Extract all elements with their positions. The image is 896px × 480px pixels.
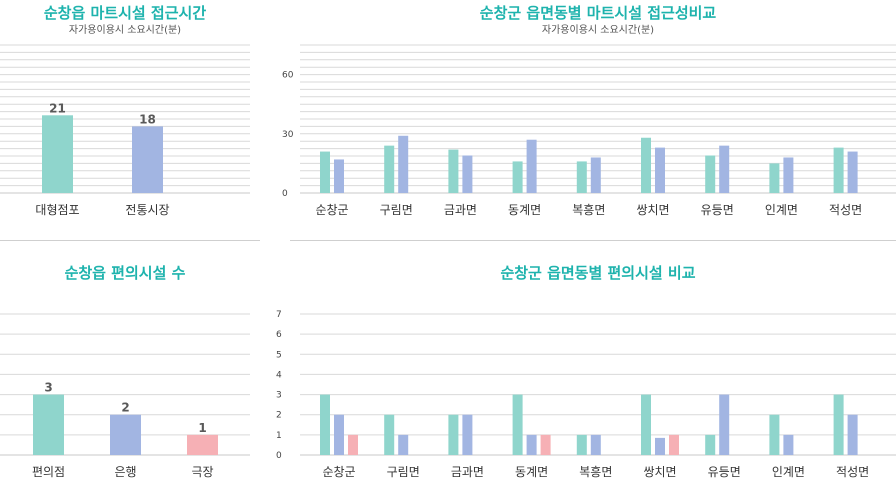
category-label: 인계면 xyxy=(765,203,798,217)
bar xyxy=(705,155,716,193)
bar xyxy=(320,394,330,455)
y-tick-label: 2 xyxy=(276,411,282,421)
chart-title-facility-count: 순창읍 편의시설 수 xyxy=(64,264,186,282)
category-label: 금과면 xyxy=(444,203,477,217)
chart-title-facility-compare: 순창군 읍면동별 편의시설 비교 xyxy=(500,264,696,282)
bar xyxy=(669,434,679,455)
chart-subtitle-mart-compare: 자가용이용시 소요시간(분) xyxy=(541,25,655,36)
chart-title-mart-access: 순창읍 마트시설 접근시간 xyxy=(43,4,207,22)
bar xyxy=(348,434,358,455)
bar xyxy=(384,145,395,193)
panel-divider-left xyxy=(0,240,260,241)
bar xyxy=(590,157,601,193)
bar xyxy=(334,159,344,193)
category-label: 복흥면 xyxy=(572,203,605,217)
bar xyxy=(769,414,780,455)
category-label: 쌍치면 xyxy=(636,203,669,217)
y-tick-label: 4 xyxy=(276,370,282,380)
category-label: 동계면 xyxy=(508,203,541,217)
bar xyxy=(769,163,780,193)
category-label: 순창군 xyxy=(315,203,348,217)
y-tick-label: 7 xyxy=(276,310,282,320)
data-label: 3 xyxy=(44,381,52,395)
bar xyxy=(448,149,459,193)
bar xyxy=(33,394,64,455)
data-label: 1 xyxy=(198,421,206,435)
bar xyxy=(719,145,730,193)
category-label: 편의점 xyxy=(32,465,65,479)
category-label: 인계면 xyxy=(772,465,805,479)
bar xyxy=(462,414,473,455)
bar xyxy=(783,434,794,455)
category-label: 동계면 xyxy=(515,465,548,479)
panel-divider-right xyxy=(290,240,896,241)
bar xyxy=(384,414,395,455)
category-label: 쌍치면 xyxy=(643,465,676,479)
category-label: 적성면 xyxy=(836,465,869,479)
category-label: 전통시장 xyxy=(125,203,169,217)
bar xyxy=(540,434,551,455)
bar xyxy=(576,161,587,193)
category-label: 적성면 xyxy=(829,203,862,217)
category-label: 극장 xyxy=(191,465,213,479)
bar xyxy=(462,155,473,193)
bar xyxy=(641,394,651,455)
y-tick-label: 1 xyxy=(276,431,282,441)
category-label: 은행 xyxy=(114,464,136,479)
category-label: 유등면 xyxy=(708,465,741,479)
y-tick-label: 30 xyxy=(282,130,294,140)
bar xyxy=(42,115,73,193)
y-tick-label: 0 xyxy=(276,451,282,461)
y-tick-label: 0 xyxy=(282,189,288,199)
category-label: 금과면 xyxy=(451,465,484,479)
bar xyxy=(132,126,163,193)
bar xyxy=(655,147,665,193)
bar xyxy=(110,414,141,455)
bar xyxy=(576,434,587,455)
category-label: 순창군 xyxy=(322,465,355,479)
bar xyxy=(833,147,844,193)
y-tick-label: 6 xyxy=(276,330,282,340)
y-tick-label: 5 xyxy=(276,350,282,360)
bar xyxy=(783,157,794,193)
bar xyxy=(526,434,537,455)
bar xyxy=(320,151,330,193)
bar xyxy=(526,139,537,193)
bar xyxy=(512,394,523,455)
bar xyxy=(590,434,601,455)
bar xyxy=(512,161,523,193)
chart-subtitle-mart-access: 자가용이용시 소요시간(분) xyxy=(68,25,182,36)
category-label: 유등면 xyxy=(701,203,734,217)
category-label: 복흥면 xyxy=(579,465,612,479)
bar xyxy=(833,394,844,455)
y-tick-label: 3 xyxy=(276,391,282,401)
data-label: 18 xyxy=(139,112,156,126)
bar xyxy=(847,414,858,455)
bar xyxy=(655,437,665,455)
data-label: 21 xyxy=(49,101,66,115)
category-label: 대형점포 xyxy=(35,203,79,217)
y-tick-label: 60 xyxy=(282,71,294,81)
bar xyxy=(641,137,651,193)
bar xyxy=(719,394,730,455)
data-label: 2 xyxy=(121,401,129,415)
bar xyxy=(847,151,858,193)
bar xyxy=(398,434,409,455)
bar xyxy=(448,414,459,455)
category-label: 구림면 xyxy=(387,465,420,479)
chart-title-mart-compare: 순창군 읍면동별 마트시설 접근성비교 xyxy=(479,4,717,22)
bar xyxy=(398,135,409,193)
bar xyxy=(705,434,716,455)
bar xyxy=(334,414,344,455)
category-label: 구림면 xyxy=(380,203,413,217)
bar xyxy=(187,434,218,455)
